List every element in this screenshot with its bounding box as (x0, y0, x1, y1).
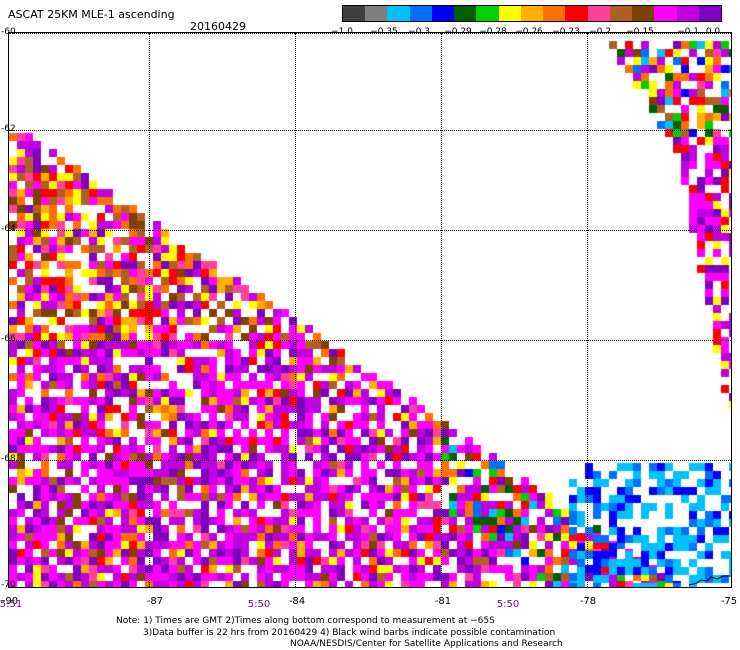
colorbar-swatch (409, 6, 432, 21)
mle-swath-heatmap (9, 33, 731, 587)
time-label: 5:51 (0, 599, 23, 610)
colorbar-swatch (543, 6, 566, 21)
lat-tick-label: -68 (1, 454, 16, 464)
colorbar-swatch (476, 6, 499, 21)
footnote-credit: NOAA/NESDIS/Center for Satellite Applica… (290, 639, 563, 649)
lon-tick-label: -81 (434, 596, 452, 607)
lat-tick-label: -64 (1, 224, 16, 234)
lon-tick-label: -84 (288, 596, 306, 607)
gridline-lat-62 (9, 130, 731, 131)
colorbar-swatch (520, 6, 544, 21)
colorbar-swatch (565, 6, 588, 21)
gridline-lat-64 (9, 230, 731, 231)
lon-tick-label: -90 (1, 596, 19, 607)
colorbar-swatch (698, 6, 721, 21)
colorbar (342, 5, 722, 22)
map-date: 20160429 (190, 20, 246, 33)
colorbar-swatch (343, 6, 366, 21)
colorbar-swatch (676, 6, 699, 21)
colorbar-swatch (609, 6, 633, 21)
footnote-line-2: 3)Data buffer is 22 hrs from 20160429 4)… (143, 628, 556, 638)
lon-tick-label: -75 (720, 596, 738, 607)
footnote-line-1: Note: 1) Times are GMT 2)Times along bot… (116, 616, 495, 626)
lat-tick-label: -62 (1, 124, 16, 134)
colorbar-swatch (365, 6, 388, 21)
colorbar-swatch (387, 6, 410, 21)
lat-tick-label: -70 (1, 580, 16, 590)
lat-tick-label: -66 (1, 334, 16, 344)
gridline-lon-87 (149, 33, 150, 587)
colorbar-swatch (654, 6, 677, 21)
time-label: 5:50 (496, 599, 520, 610)
colorbar-swatch (431, 6, 455, 21)
map-plot-area[interactable] (8, 32, 732, 588)
gridline-lat-60 (9, 33, 731, 34)
colorbar-swatch (454, 6, 477, 21)
gridline-lat-68 (9, 460, 731, 461)
colorbar-swatch (587, 6, 610, 21)
time-label: 5:50 (247, 599, 271, 610)
gridline-lat-66 (9, 340, 731, 341)
map-title: ASCAT 25KM MLE-1 ascending (8, 8, 175, 21)
gridline-lon-84 (295, 33, 296, 587)
gridline-lon-78 (587, 33, 588, 587)
colorbar-swatch (498, 6, 521, 21)
lon-tick-label: -87 (146, 596, 164, 607)
coastline (689, 575, 731, 586)
colorbar-swatch (632, 6, 655, 21)
lat-tick-label: -60 (1, 27, 16, 37)
lon-tick-label: -78 (579, 596, 597, 607)
gridline-lon-81 (441, 33, 442, 587)
